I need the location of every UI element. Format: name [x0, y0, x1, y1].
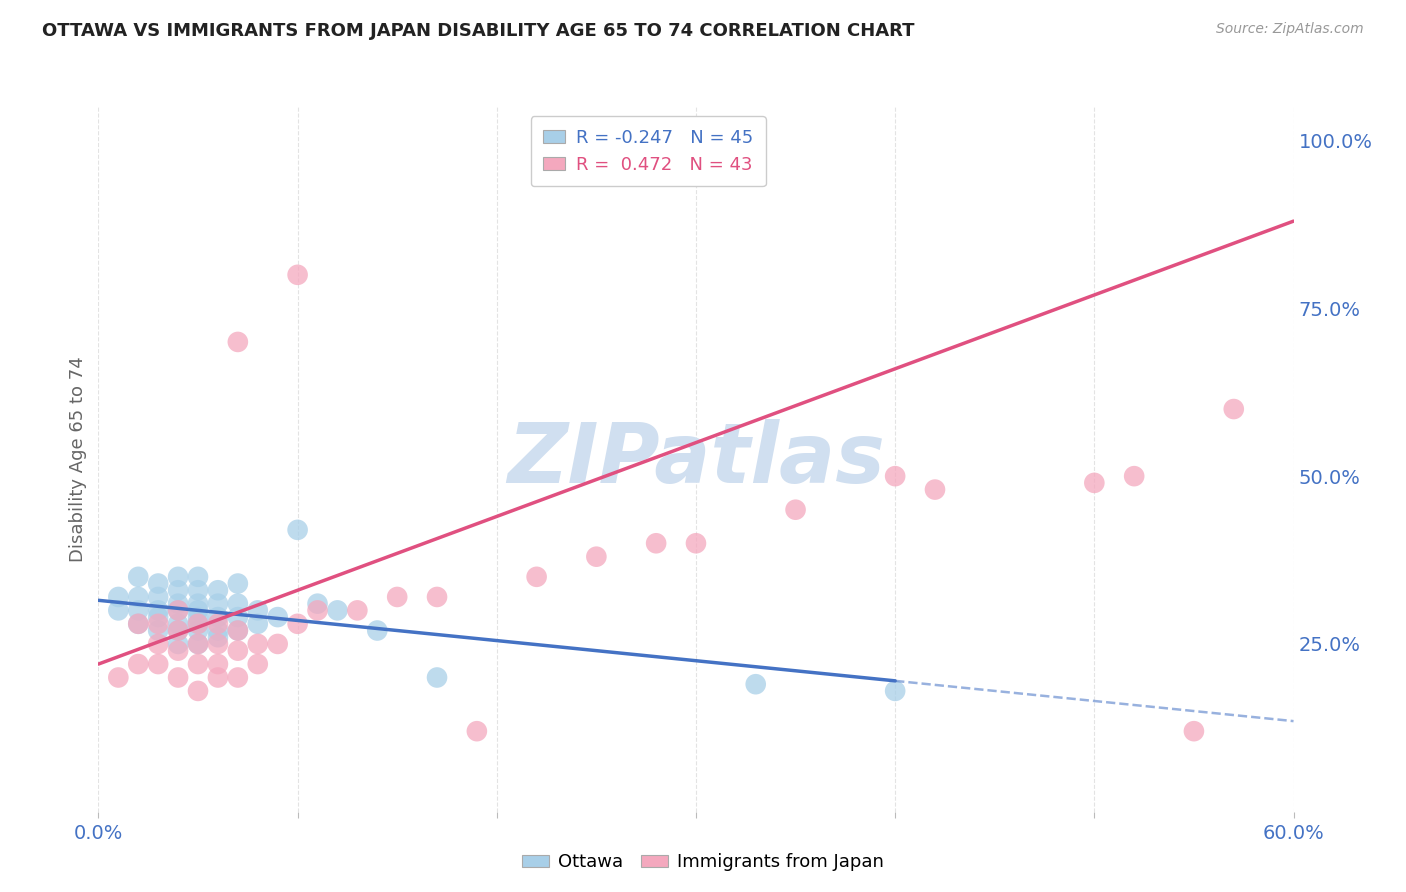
Point	[107, 671, 129, 685]
Point	[346, 603, 368, 617]
Point	[267, 610, 290, 624]
Point	[167, 624, 190, 638]
Point	[148, 603, 170, 617]
Point	[107, 603, 129, 617]
Point	[287, 523, 309, 537]
Point	[884, 684, 907, 698]
Point	[127, 616, 149, 631]
Text: ZIPatlas: ZIPatlas	[508, 419, 884, 500]
Point	[226, 624, 249, 638]
Point	[127, 590, 149, 604]
Point	[187, 637, 209, 651]
Point	[465, 724, 488, 739]
Point	[1223, 402, 1246, 417]
Point	[167, 637, 190, 651]
Point	[246, 657, 269, 671]
Point	[645, 536, 668, 550]
Point	[226, 610, 249, 624]
Point	[148, 624, 170, 638]
Point	[366, 624, 388, 638]
Point	[207, 583, 229, 598]
Point	[187, 657, 209, 671]
Point	[127, 570, 149, 584]
Point	[127, 616, 149, 631]
Point	[526, 570, 548, 584]
Point	[426, 671, 449, 685]
Point	[148, 657, 170, 671]
Text: Source: ZipAtlas.com: Source: ZipAtlas.com	[1216, 22, 1364, 37]
Point	[187, 610, 209, 624]
Point	[167, 624, 190, 638]
Point	[287, 616, 309, 631]
Point	[167, 603, 190, 617]
Point	[246, 616, 269, 631]
Point	[187, 624, 209, 638]
Point	[167, 597, 190, 611]
Point	[207, 624, 229, 638]
Point	[187, 603, 209, 617]
Point	[1083, 475, 1105, 490]
Point	[385, 590, 409, 604]
Point	[107, 590, 129, 604]
Point	[287, 268, 309, 282]
Point	[226, 643, 249, 657]
Point	[187, 616, 209, 631]
Point	[187, 684, 209, 698]
Point	[148, 637, 170, 651]
Point	[267, 637, 290, 651]
Point	[167, 570, 190, 584]
Point	[1182, 724, 1205, 739]
Point	[226, 334, 249, 349]
Point	[207, 657, 229, 671]
Point	[207, 597, 229, 611]
Point	[187, 570, 209, 584]
Point	[148, 610, 170, 624]
Point	[207, 616, 229, 631]
Point	[426, 590, 449, 604]
Point	[187, 583, 209, 598]
Legend: Ottawa, Immigrants from Japan: Ottawa, Immigrants from Japan	[515, 847, 891, 879]
Point	[226, 597, 249, 611]
Point	[246, 603, 269, 617]
Point	[226, 576, 249, 591]
Y-axis label: Disability Age 65 to 74: Disability Age 65 to 74	[69, 357, 87, 562]
Point	[127, 657, 149, 671]
Point	[924, 483, 946, 497]
Point	[246, 637, 269, 651]
Point	[148, 616, 170, 631]
Point	[207, 671, 229, 685]
Point	[207, 630, 229, 644]
Point	[167, 671, 190, 685]
Point	[226, 671, 249, 685]
Point	[307, 603, 329, 617]
Point	[884, 469, 907, 483]
Point	[745, 677, 768, 691]
Point	[148, 590, 170, 604]
Point	[785, 502, 807, 516]
Point	[326, 603, 349, 617]
Legend: R = -0.247   N = 45, R =  0.472   N = 43: R = -0.247 N = 45, R = 0.472 N = 43	[530, 116, 766, 186]
Point	[307, 597, 329, 611]
Point	[167, 643, 190, 657]
Point	[167, 616, 190, 631]
Point	[1123, 469, 1146, 483]
Point	[187, 597, 209, 611]
Point	[685, 536, 707, 550]
Point	[167, 583, 190, 598]
Point	[148, 576, 170, 591]
Point	[187, 637, 209, 651]
Point	[585, 549, 607, 564]
Point	[127, 603, 149, 617]
Text: OTTAWA VS IMMIGRANTS FROM JAPAN DISABILITY AGE 65 TO 74 CORRELATION CHART: OTTAWA VS IMMIGRANTS FROM JAPAN DISABILI…	[42, 22, 915, 40]
Point	[226, 624, 249, 638]
Point	[207, 610, 229, 624]
Point	[207, 637, 229, 651]
Point	[187, 616, 209, 631]
Point	[167, 603, 190, 617]
